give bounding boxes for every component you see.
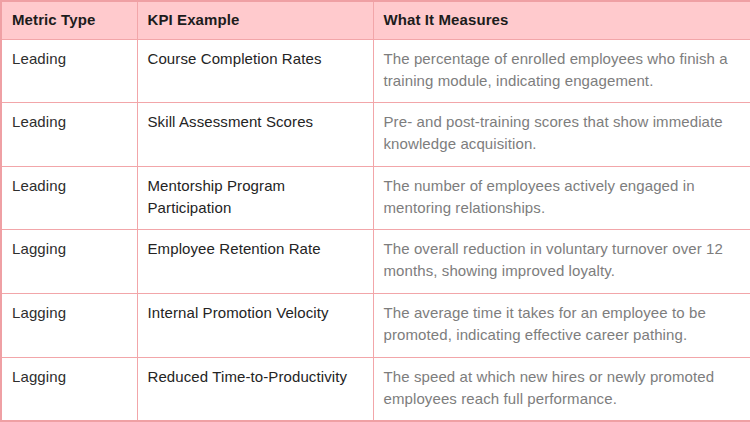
what-it-measures-cell: The number of employees actively engaged… xyxy=(373,166,750,230)
what-it-measures-cell: Pre- and post-training scores that show … xyxy=(373,103,750,167)
metric-type-cell: Leading xyxy=(1,103,137,167)
kpi-example-cell: Reduced Time-to-Productivity xyxy=(137,357,373,421)
kpi-table: Metric Type KPI Example What It Measures… xyxy=(0,0,750,422)
what-it-measures-cell: The overall reduction in voluntary turno… xyxy=(373,230,750,294)
header-row: Metric Type KPI Example What It Measures xyxy=(1,1,750,39)
table-row: Leading Course Completion Rates The perc… xyxy=(1,39,750,103)
kpi-example-cell: Skill Assessment Scores xyxy=(137,103,373,167)
metric-type-cell: Lagging xyxy=(1,357,137,421)
table-row: Lagging Internal Promotion Velocity The … xyxy=(1,294,750,358)
what-it-measures-cell: The average time it takes for an employe… xyxy=(373,294,750,358)
kpi-example-cell: Mentorship Program Participation xyxy=(137,166,373,230)
column-header-metric-type: Metric Type xyxy=(1,1,137,39)
table-row: Lagging Employee Retention Rate The over… xyxy=(1,230,750,294)
kpi-example-cell: Internal Promotion Velocity xyxy=(137,294,373,358)
table-row: Leading Skill Assessment Scores Pre- and… xyxy=(1,103,750,167)
what-it-measures-cell: The percentage of enrolled employees who… xyxy=(373,39,750,103)
kpi-example-cell: Employee Retention Rate xyxy=(137,230,373,294)
column-header-kpi-example: KPI Example xyxy=(137,1,373,39)
metric-type-cell: Leading xyxy=(1,166,137,230)
table-row: Lagging Reduced Time-to-Productivity The… xyxy=(1,357,750,421)
metric-type-cell: Lagging xyxy=(1,294,137,358)
metric-type-cell: Leading xyxy=(1,39,137,103)
table-row: Leading Mentorship Program Participation… xyxy=(1,166,750,230)
metric-type-cell: Lagging xyxy=(1,230,137,294)
what-it-measures-cell: The speed at which new hires or newly pr… xyxy=(373,357,750,421)
column-header-what-it-measures: What It Measures xyxy=(373,1,750,39)
kpi-example-cell: Course Completion Rates xyxy=(137,39,373,103)
